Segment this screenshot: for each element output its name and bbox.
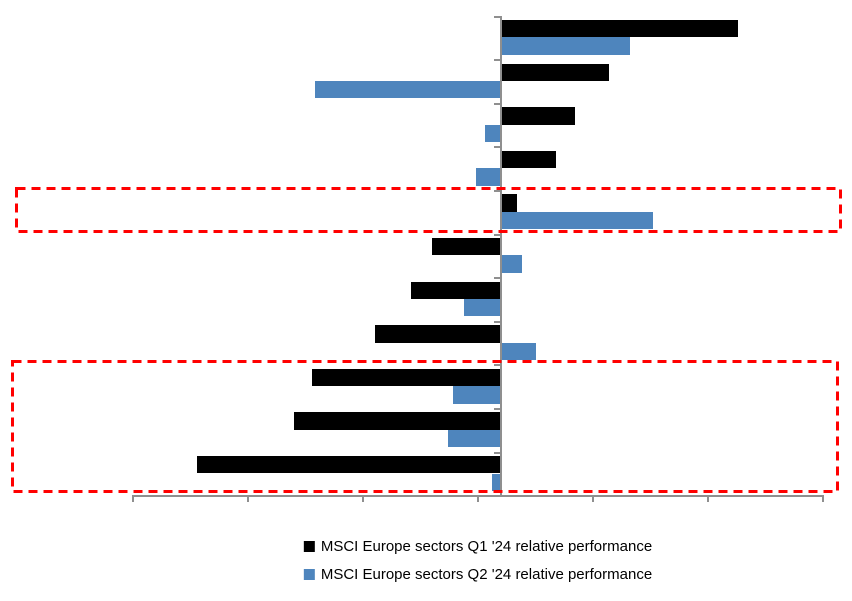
- bar-q1: [501, 194, 518, 212]
- category-label: [0, 377, 118, 395]
- value-axis-tick: [822, 495, 824, 503]
- value-axis-tick: [247, 495, 249, 503]
- x-tick-label: [561, 506, 625, 524]
- bar-q2: [448, 429, 501, 448]
- legend-item-q1: MSCI Europe sectors Q1 '24 relative perf…: [303, 537, 653, 555]
- bar-q2: [501, 255, 522, 273]
- legend: MSCI Europe sectors Q1 '24 relative perf…: [303, 537, 653, 593]
- x-tick-label: [331, 506, 395, 524]
- legend-item-q2: MSCI Europe sectors Q2 '24 relative perf…: [303, 565, 653, 583]
- category-axis-tick: [494, 146, 501, 149]
- legend-label-q1: MSCI Europe sectors Q1 '24 relative perf…: [320, 537, 653, 555]
- category-axis-tick: [494, 364, 501, 367]
- category-label: [0, 290, 118, 308]
- category-label: [0, 334, 118, 352]
- bar-q2: [501, 211, 653, 230]
- bar-q1: [411, 281, 501, 299]
- bar-q1: [432, 238, 501, 256]
- x-tick-label: [101, 506, 165, 524]
- category-axis-tick: [494, 59, 501, 62]
- highlight-box: [15, 187, 842, 233]
- bar-q1: [294, 412, 501, 430]
- category-axis-line: [500, 15, 502, 497]
- category-axis-tick: [494, 277, 501, 280]
- bar-q2: [484, 124, 501, 142]
- category-axis-tick: [494, 320, 501, 323]
- bar-q1: [501, 107, 575, 125]
- category-axis-tick: [494, 408, 501, 411]
- category-label: [0, 72, 118, 90]
- category-label: [0, 246, 118, 264]
- bar-q1: [374, 325, 501, 343]
- bar-q2: [475, 168, 501, 186]
- x-tick-label: [676, 506, 740, 524]
- value-axis-tick: [707, 495, 709, 503]
- x-tick-label: [791, 506, 852, 524]
- bar-q1: [197, 456, 501, 474]
- category-label: [0, 421, 118, 439]
- bar-q2: [452, 386, 501, 404]
- category-axis-tick: [494, 189, 501, 192]
- category-axis-tick: [494, 15, 501, 18]
- category-label: [0, 203, 118, 221]
- bar-q1: [501, 63, 610, 81]
- category-label: [0, 159, 118, 177]
- x-tick-label: [446, 506, 510, 524]
- bar-q1: [501, 150, 557, 169]
- category-label: [0, 116, 118, 134]
- legend-label-q2: MSCI Europe sectors Q2 '24 relative perf…: [320, 565, 653, 583]
- value-axis-tick: [477, 495, 479, 503]
- bar-q2: [501, 37, 630, 55]
- category-axis-tick: [494, 451, 501, 454]
- value-axis-tick: [132, 495, 134, 503]
- bar-q1: [501, 19, 738, 38]
- bar-q2: [501, 342, 536, 361]
- category-axis-tick: [494, 102, 501, 105]
- legend-swatch-q1-icon: [303, 540, 315, 552]
- x-tick-label: [216, 506, 280, 524]
- category-label: [0, 465, 118, 483]
- value-axis-tick: [362, 495, 364, 503]
- legend-swatch-q2-icon: [303, 568, 315, 580]
- bar-q2: [314, 80, 501, 99]
- bar-q1: [312, 368, 501, 387]
- bar-q2: [464, 299, 501, 317]
- category-label: [0, 28, 118, 46]
- value-axis-tick: [592, 495, 594, 503]
- category-axis-tick: [494, 233, 501, 236]
